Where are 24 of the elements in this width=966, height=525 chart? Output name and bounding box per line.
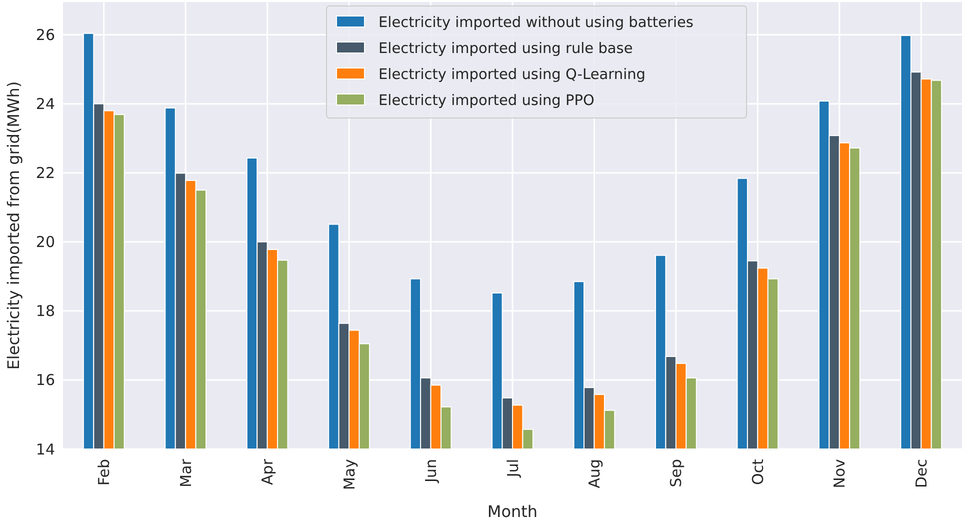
x-tick-label: Jun <box>422 459 440 484</box>
legend-label: Electricity imported without using batteries <box>378 15 694 32</box>
y-tick-label: 20 <box>36 233 55 252</box>
y-tick-label: 24 <box>36 95 55 114</box>
x-tick-label: Apr <box>258 458 277 485</box>
y-axis-title: Electricity imported from grid(MWh) <box>4 81 23 370</box>
legend-label: Electricty imported using rule base <box>378 41 633 58</box>
x-tick-label: Oct <box>748 458 767 485</box>
x-tick-label: May <box>340 458 358 490</box>
y-tick-label: 26 <box>36 26 55 44</box>
legend-label: Electricty imported using Q-Learning <box>378 67 646 84</box>
x-tick-label: Jul <box>504 459 522 478</box>
y-tick-label: 18 <box>36 302 55 320</box>
y-tick-label: 16 <box>36 371 55 390</box>
x-tick-label: Nov <box>830 458 849 488</box>
x-tick-label: Aug <box>585 459 604 488</box>
x-tick-label: Mar <box>176 458 195 488</box>
x-tick-label: Dec <box>912 459 930 488</box>
x-axis-title: Month <box>487 502 538 521</box>
legend-label: Electricty imported using PPO <box>378 93 594 110</box>
y-tick-label: 22 <box>36 164 55 182</box>
x-tick-label: Feb <box>95 459 114 486</box>
y-tick-label: 14 <box>36 440 55 458</box>
x-tick-label: Sep <box>667 459 686 488</box>
